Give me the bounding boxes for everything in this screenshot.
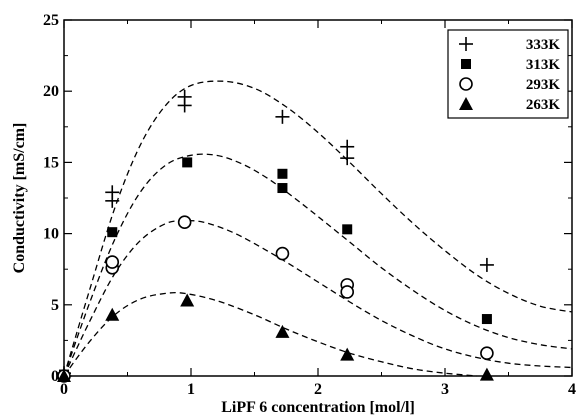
x-tick-label: 2 <box>314 381 322 398</box>
y-tick-label: 15 <box>43 154 59 171</box>
point-293K <box>340 285 355 299</box>
point-263K <box>479 367 494 381</box>
point-313K <box>277 183 288 194</box>
point-263K <box>57 369 71 382</box>
point-263K <box>340 347 355 361</box>
point-263K <box>180 293 195 307</box>
y-tick-label: 5 <box>51 297 59 314</box>
axis-ticks: 0 1 2 3 4 0 5 10 15 20 25 <box>43 12 576 398</box>
point-313K <box>342 224 353 235</box>
legend-marker-263K <box>459 97 473 110</box>
x-tick-label: 0 <box>60 381 68 398</box>
point-313K <box>107 227 118 238</box>
point-293K <box>480 346 494 361</box>
point-313K <box>481 314 492 325</box>
fit-curve-263K <box>63 291 477 377</box>
x-tick-label: 1 <box>187 381 195 398</box>
legend-label-263K: 263K <box>526 97 561 113</box>
point-293K <box>105 255 120 269</box>
point-333K <box>479 257 494 272</box>
y-axis-title: Conductivity [mS/cm] <box>11 123 28 274</box>
y-tick-label: 20 <box>43 83 59 100</box>
point-293K <box>275 246 290 261</box>
point-313K <box>277 168 288 179</box>
legend-marker-333K <box>459 37 473 51</box>
legend-label-293K: 293K <box>526 77 561 93</box>
point-263K <box>275 324 290 338</box>
x-axis-title: LiPF 6 concentration [mol/l] <box>221 399 415 416</box>
legend-marker-313K <box>461 59 471 69</box>
point-333K <box>275 109 290 124</box>
y-tick-label: 25 <box>43 12 59 29</box>
fit-curves <box>63 80 573 377</box>
point-333K <box>177 89 192 104</box>
y-tick-label: 0 <box>51 368 59 385</box>
point-293K <box>177 215 192 230</box>
x-tick-label: 3 <box>441 381 449 398</box>
legend: 333K 313K 293K 263K <box>447 29 569 119</box>
legend-label-333K: 333K <box>526 37 561 53</box>
point-333K <box>340 139 355 154</box>
x-tick-label: 4 <box>568 381 576 398</box>
point-313K <box>182 157 193 168</box>
point-263K <box>105 307 120 321</box>
fit-curve-293K <box>63 220 573 377</box>
fit-curve-333K <box>63 80 573 377</box>
legend-label-313K: 313K <box>526 57 561 73</box>
data-points <box>57 89 494 383</box>
y-tick-label: 10 <box>43 226 59 243</box>
legend-marker-293K <box>459 77 473 91</box>
point-333K <box>105 185 120 200</box>
fit-curve-313K <box>63 153 573 377</box>
